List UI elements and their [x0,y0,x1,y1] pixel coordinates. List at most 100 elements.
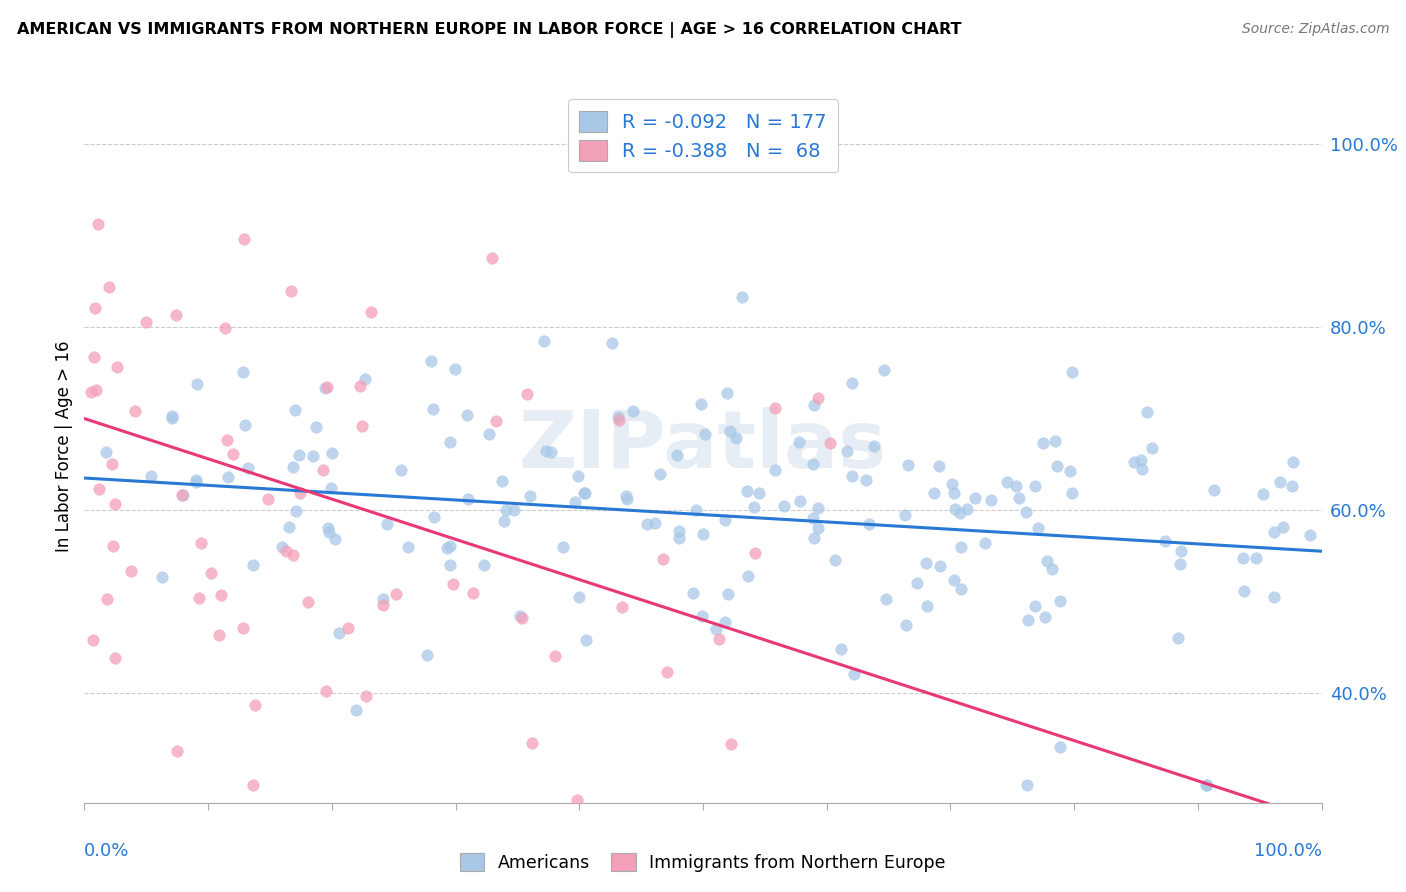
Point [354,372,377,386]
Point [186,475,208,489]
Point [325,532,347,546]
Point [441,577,464,591]
Point [955,501,977,516]
Point [281,548,304,562]
Point [232,365,254,379]
Point [606,409,628,424]
Point [807,521,830,535]
Point [89,482,111,496]
Point [997,475,1019,490]
Point [170,488,193,502]
Text: Source: ZipAtlas.com: Source: ZipAtlas.com [1241,22,1389,37]
Point [894,508,917,523]
Point [519,489,541,503]
Point [444,362,467,376]
Point [290,485,312,500]
Point [439,435,461,450]
Point [692,527,714,541]
Point [1298,528,1320,542]
Point [478,426,501,441]
Point [1263,590,1285,604]
Point [276,543,298,558]
Point [1268,475,1291,489]
Point [214,321,236,335]
Point [731,290,754,304]
Point [950,541,973,555]
Point [897,458,920,472]
Point [905,576,928,591]
Point [610,599,633,614]
Point [1140,441,1163,455]
Point [690,609,713,624]
Text: ZIPatlas: ZIPatlas [519,407,887,485]
Point [349,379,371,393]
Point [84,383,107,397]
Point [160,410,183,425]
Point [314,381,336,395]
Point [748,486,770,500]
Point [1049,593,1071,607]
Point [301,449,323,463]
Point [510,611,533,625]
Point [124,404,146,418]
Point [396,540,419,554]
Point [491,475,513,489]
Point [344,702,367,716]
Point [1060,365,1083,379]
Point [1136,405,1159,419]
Point [1059,464,1081,478]
Point [544,648,567,663]
Point [1129,452,1152,467]
Point [105,360,128,375]
Point [1024,599,1046,613]
Point [540,445,562,459]
Point [922,485,945,500]
Point [222,447,245,461]
Point [217,433,239,447]
Point [321,446,343,460]
Point [1046,458,1069,473]
Point [1123,455,1146,469]
Point [315,684,337,698]
Point [855,474,877,488]
Point [83,350,105,364]
Point [1032,436,1054,450]
Point [803,398,825,412]
Point [288,448,311,462]
Point [928,459,950,474]
Point [928,559,950,574]
Point [772,499,794,513]
Point [316,380,339,394]
Point [636,517,658,532]
Point [600,336,623,351]
Point [844,667,866,681]
Point [725,431,748,445]
Point [278,520,301,534]
Point [232,232,254,246]
Point [1007,491,1029,506]
Point [439,539,461,553]
Point [257,491,280,506]
Point [520,735,543,749]
Point [139,468,162,483]
Point [96,591,118,606]
Point [668,531,690,545]
Point [841,376,863,390]
Point [551,541,574,555]
Point [1024,479,1046,493]
Point [472,558,495,572]
Point [120,565,142,579]
Point [238,461,260,475]
Point [1195,777,1218,791]
Point [1036,553,1059,567]
Point [666,448,689,462]
Point [1282,454,1305,468]
Point [1244,550,1267,565]
Point [965,491,987,505]
Point [1033,609,1056,624]
Point [503,503,526,517]
Point [787,435,810,450]
Point [714,513,737,527]
Point [436,541,458,556]
Point [1263,525,1285,540]
